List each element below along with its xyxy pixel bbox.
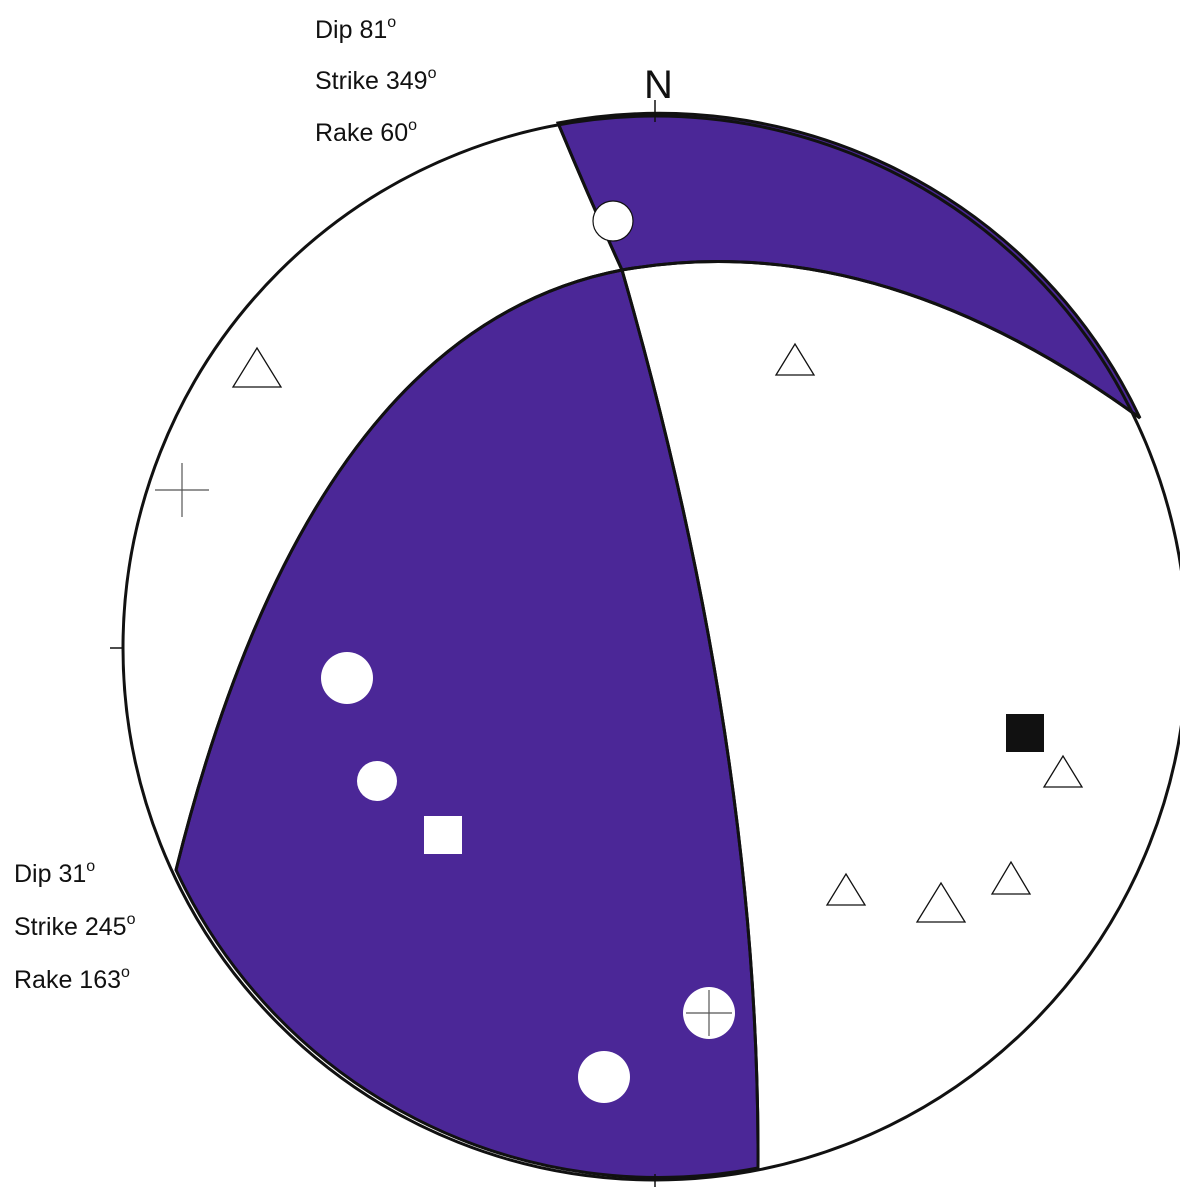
- filled-square-marker: [1006, 714, 1044, 752]
- triangle-marker: [915, 881, 967, 923]
- plane1-rake-label: Rake 60o: [315, 117, 418, 147]
- circle-cross-marker: [683, 987, 735, 1039]
- triangle-marker: [990, 860, 1032, 895]
- triangle-marker: [825, 872, 867, 906]
- plane2-rake-label: Rake 163o: [14, 964, 130, 994]
- triangle-marker: [1042, 754, 1084, 788]
- circle-marker: [357, 761, 397, 801]
- circle-marker: [321, 652, 373, 704]
- plane2-strike-label: Strike 245o: [14, 911, 136, 941]
- nodal-plane-1: [556, 122, 760, 1169]
- nodal-plane-2: [174, 260, 1141, 871]
- open-square-marker: [424, 816, 462, 854]
- compression-quadrant-lower: [174, 268, 760, 1179]
- circle-marker: [592, 200, 634, 242]
- plane1-dip-label: Dip 81o: [315, 14, 397, 44]
- plane2-dip-label: Dip 31o: [14, 858, 96, 888]
- north-label: N: [644, 63, 673, 107]
- circle-marker: [578, 1051, 630, 1103]
- axis-cross-marker: [155, 463, 209, 517]
- triangle-marker: [231, 346, 283, 388]
- plane1-strike-label: Strike 349o: [315, 65, 437, 95]
- triangle-marker: [774, 342, 816, 376]
